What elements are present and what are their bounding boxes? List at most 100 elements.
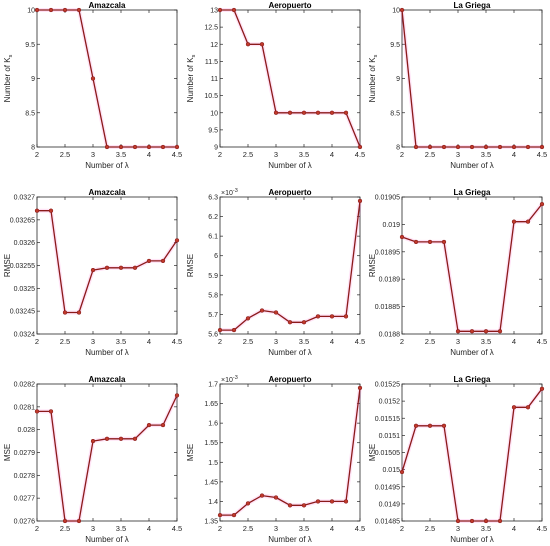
data-point bbox=[315, 110, 321, 115]
data-point bbox=[259, 493, 265, 498]
x-tick-label: 2.5 bbox=[425, 337, 435, 346]
data-point bbox=[329, 314, 335, 319]
x-tick-label: 3 bbox=[274, 150, 278, 159]
data-point bbox=[245, 501, 251, 506]
y-tick-label: 11 bbox=[211, 76, 218, 83]
y-axis-label-subscript: s bbox=[191, 54, 197, 57]
y-tick-label: 6.3 bbox=[208, 195, 218, 202]
y-axis-label: MSE bbox=[3, 444, 12, 461]
data-point bbox=[441, 239, 447, 245]
data-point bbox=[90, 267, 96, 273]
data-point bbox=[287, 503, 293, 508]
y-tick-label: 0.0188 bbox=[379, 332, 401, 339]
data-point bbox=[301, 320, 307, 325]
data-point bbox=[357, 198, 363, 204]
y-axis-label-text: Number of K bbox=[186, 57, 195, 103]
x-axis-label: Number of λ bbox=[85, 535, 129, 544]
x-tick-label: 2 bbox=[35, 524, 39, 533]
x-tick-label: 2.5 bbox=[60, 150, 70, 159]
y-axis-label-text: MSE bbox=[368, 444, 377, 461]
data-point bbox=[525, 405, 531, 410]
y-tick-label: 10.5 bbox=[204, 93, 218, 100]
y-tick-label: 9.5 bbox=[390, 42, 400, 49]
x-tick-label: 2.5 bbox=[243, 337, 253, 346]
data-point bbox=[217, 327, 223, 333]
x-axis-label: Number of λ bbox=[450, 348, 494, 357]
x-tick-label: 4 bbox=[330, 524, 334, 533]
x-tick-label: 3 bbox=[456, 524, 460, 533]
y-tick-label: 10 bbox=[27, 8, 35, 15]
y-tick-label: 0.0326 bbox=[14, 240, 36, 247]
data-point bbox=[413, 239, 419, 245]
y-tick-label: 10 bbox=[210, 110, 218, 117]
y-exponent: ×10-3 bbox=[221, 188, 238, 197]
data-point bbox=[104, 265, 110, 270]
y-tick-label: 9.5 bbox=[25, 42, 35, 49]
y-tick-label: 11.5 bbox=[205, 59, 218, 66]
chart-title: Aeropuerto bbox=[268, 188, 311, 197]
y-tick-label: 0.0325 bbox=[14, 286, 36, 293]
y-tick-label: 1.35 bbox=[204, 519, 218, 526]
x-tick-label: 3.5 bbox=[299, 150, 309, 159]
x-tick-label: 4 bbox=[330, 337, 334, 346]
data-point bbox=[273, 310, 279, 315]
data-point bbox=[76, 310, 82, 315]
y-axis-label-subscript: s bbox=[8, 54, 14, 57]
x-tick-label: 2.5 bbox=[243, 524, 253, 533]
data-point bbox=[413, 144, 419, 150]
x-tick-label: 4.5 bbox=[172, 337, 182, 346]
plot-area bbox=[219, 196, 361, 335]
data-point bbox=[76, 518, 82, 524]
plot-area bbox=[219, 383, 361, 522]
y-tick-label: 5.8 bbox=[208, 292, 218, 299]
subplot-7: 2 2.5 3 3.5 4 4.5 0.0276 0.0277 0.0278 0.0279 0.02… bbox=[3, 375, 182, 544]
y-tick-label: 9 bbox=[214, 145, 218, 152]
y-exponent-base: ×10 bbox=[221, 190, 233, 197]
data-point bbox=[399, 234, 405, 240]
chart-title: Aeropuerto bbox=[268, 375, 311, 384]
subplot-6: 2 2.5 3 3.5 4 4.5 0.0188 0.01885 0.0189 0.01895 0.… bbox=[368, 188, 547, 357]
x-tick-label: 4 bbox=[147, 150, 151, 159]
data-point bbox=[441, 144, 447, 150]
data-point bbox=[497, 329, 503, 334]
data-point bbox=[146, 422, 152, 428]
data-point bbox=[259, 308, 265, 313]
x-axis-label: Number of λ bbox=[450, 161, 494, 170]
data-point bbox=[301, 503, 307, 508]
data-point bbox=[329, 110, 335, 115]
y-tick-label: 0.0277 bbox=[14, 496, 36, 503]
data-point bbox=[469, 518, 475, 524]
y-tick-label: 0.03255 bbox=[10, 263, 35, 270]
data-point bbox=[427, 423, 433, 428]
x-tick-label: 2 bbox=[218, 524, 222, 533]
chart-title: Amazcala bbox=[89, 188, 126, 197]
subplot-5: 2 2.5 3 3.5 4 4.5 5.6 5.7 5.8 5.9 6 6.1 6.2 6.3 Aeropu… bbox=[186, 188, 365, 357]
plot-area bbox=[401, 383, 543, 522]
x-tick-label: 3.5 bbox=[481, 337, 491, 346]
x-tick-label: 2 bbox=[400, 524, 404, 533]
x-tick-label: 4 bbox=[147, 524, 151, 533]
x-axis-label: Number of λ bbox=[268, 161, 312, 170]
chart-title: La Griega bbox=[454, 1, 491, 10]
y-tick-label: 0.015 bbox=[382, 467, 400, 474]
x-axis-label: Number of λ bbox=[268, 535, 312, 544]
x-tick-label: 2 bbox=[218, 337, 222, 346]
data-point bbox=[62, 7, 68, 13]
y-axis-label: Number of Ks bbox=[186, 54, 197, 102]
data-point bbox=[483, 144, 489, 150]
x-tick-label: 4.5 bbox=[355, 150, 365, 159]
data-point bbox=[357, 385, 363, 391]
y-tick-label: 0.028 bbox=[17, 427, 35, 434]
data-point bbox=[104, 436, 110, 441]
data-point bbox=[118, 436, 124, 441]
data-point bbox=[469, 329, 475, 334]
data-point bbox=[118, 144, 124, 150]
data-point bbox=[357, 144, 363, 150]
data-point bbox=[217, 512, 223, 518]
x-axis-label: Number of λ bbox=[268, 348, 312, 357]
y-tick-label: 8 bbox=[31, 145, 35, 152]
data-point bbox=[104, 144, 110, 150]
y-tick-label: 0.0151 bbox=[379, 433, 401, 440]
y-tick-label: 0.0278 bbox=[14, 473, 36, 480]
plot-area bbox=[401, 9, 543, 148]
